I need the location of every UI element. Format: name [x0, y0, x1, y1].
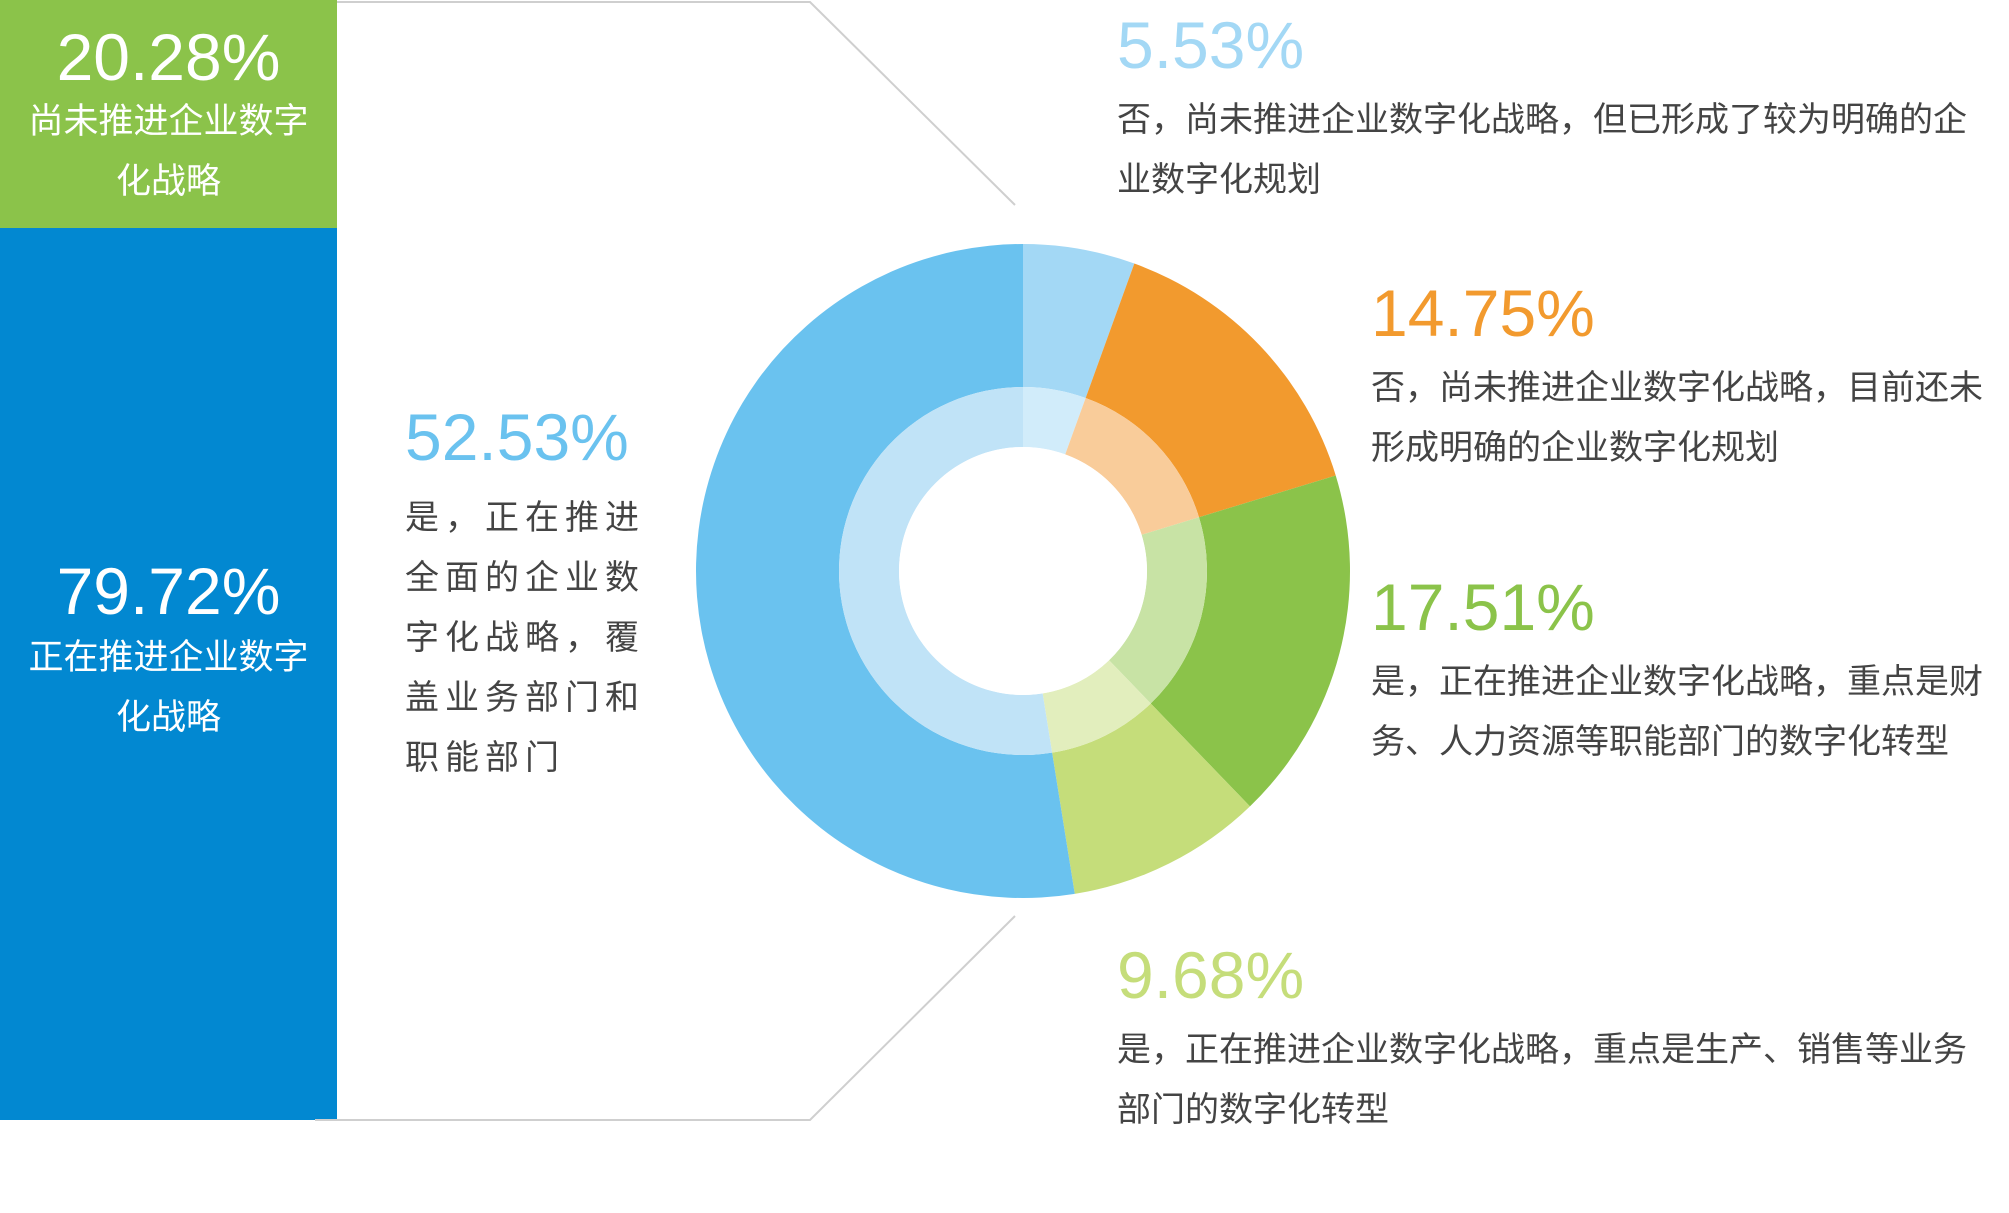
donut-inner-slice-4	[1042, 660, 1151, 753]
donut-inner-ring	[838, 387, 1207, 756]
slice-3-label: 是，正在推进企业数字化战略，重点是财务、人力资源等职能部门的数字化转型	[1371, 662, 1983, 762]
callout-slice-4: 9.68% 是，正在推进企业数字化战略，重点是生产、销售等业务部门的数字化转型	[1117, 942, 1997, 1140]
summary-not-started-label: 尚未推进企业数字化战略	[28, 102, 309, 202]
donut-inner-slice-2	[1065, 397, 1199, 535]
donut-inner-slice-1	[1023, 387, 1086, 455]
slice-4-pct: 9.68%	[1117, 938, 1305, 1012]
summary-started-label: 正在推进企业数字化战略	[28, 638, 309, 738]
slice-2-pct: 14.75%	[1371, 276, 1595, 350]
donut-inner-slice-3	[1109, 517, 1207, 704]
slice-5-label: 是，正在推进全面的企业数字化战略，覆盖业务部门和职能部门	[405, 498, 645, 778]
callout-slice-3: 17.51% 是，正在推进企业数字化战略，重点是财务、人力资源等职能部门的数字化…	[1371, 574, 2001, 772]
slice-4-label: 是，正在推进企业数字化战略，重点是生产、销售等业务部门的数字化转型	[1117, 1030, 1967, 1130]
donut-inner-slice-5	[838, 387, 1053, 756]
connector-line-bottom	[315, 915, 1016, 1121]
callout-slice-5: 52.53% 是，正在推进全面的企业数字化战略，覆盖业务部门和职能部门	[405, 404, 665, 788]
connector-line	[337, 1, 1016, 206]
summary-started-block: 79.72% 正在推进企业数字化战略	[0, 228, 337, 1120]
summary-not-started-pct: 20.28%	[56, 20, 281, 94]
slice-1-pct: 5.53%	[1117, 8, 1305, 82]
donut-slice-2	[1085, 263, 1336, 518]
donut-slice-1	[1023, 244, 1135, 398]
donut-slice-4	[1052, 703, 1250, 894]
donut-slice-5	[696, 244, 1075, 898]
slice-3-pct: 17.51%	[1371, 570, 1595, 644]
summary-started-pct: 79.72%	[56, 554, 281, 628]
donut-slice-3	[1150, 475, 1350, 807]
callout-slice-1: 5.53% 否，尚未推进企业数字化战略，但已形成了较为明确的企业数字化规划	[1117, 12, 1997, 210]
donut-hole	[899, 447, 1147, 695]
callout-slice-2: 14.75% 否，尚未推进企业数字化战略，目前还未形成明确的企业数字化规划	[1371, 280, 2001, 478]
summary-not-started-block: 20.28% 尚未推进企业数字化战略	[0, 0, 337, 228]
donut-outer-ring	[696, 244, 1350, 898]
slice-2-label: 否，尚未推进企业数字化战略，目前还未形成明确的企业数字化规划	[1371, 368, 1983, 468]
slice-5-pct: 52.53%	[405, 400, 629, 474]
slice-1-label: 否，尚未推进企业数字化战略，但已形成了较为明确的企业数字化规划	[1117, 100, 1967, 200]
